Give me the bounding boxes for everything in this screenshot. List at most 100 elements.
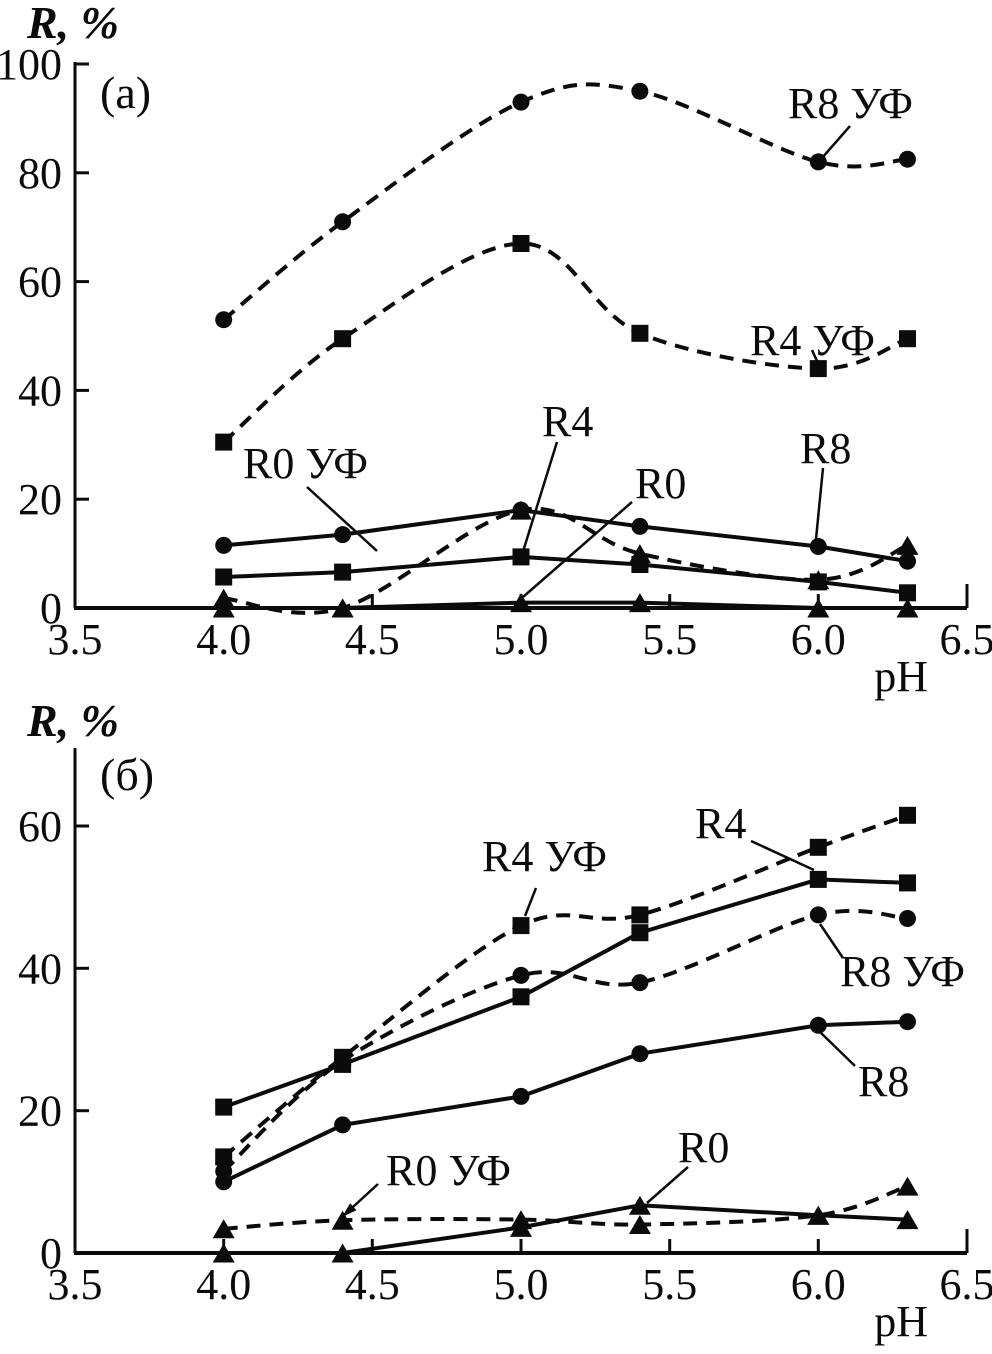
series-r8-uv-marker-circle	[215, 311, 233, 329]
y-tick-label: 80	[18, 149, 62, 198]
y-tick-label: 60	[18, 258, 62, 307]
series-r4-uv-marker-square	[809, 838, 827, 856]
series-r0-marker-triangle	[212, 1243, 235, 1263]
series-r0-marker-triangle	[896, 598, 919, 618]
series-r0-uv-marker-triangle	[212, 588, 235, 608]
leader-line-r0-uv	[306, 486, 378, 552]
series-r4-marker-square	[334, 563, 352, 581]
series-r0-marker-triangle	[331, 598, 354, 618]
series-r4-marker-square	[631, 556, 649, 573]
series-r0-marker-triangle	[510, 593, 532, 613]
series-r8-uv-marker-circle	[512, 966, 530, 984]
series-r4-uv-marker-square	[334, 330, 352, 348]
series-r8-marker-circle	[899, 1013, 916, 1031]
series-r0-marker-triangle	[628, 1195, 651, 1215]
x-axis-title: pH	[874, 652, 928, 701]
series-label-r4-uv: R4 УФ	[482, 832, 607, 881]
leader-line-r4-uv	[523, 887, 538, 917]
series-label-r0: R0	[635, 459, 686, 508]
series-r8-marker-circle	[899, 552, 916, 570]
series-r0-marker-triangle	[807, 1205, 830, 1225]
series-r8-marker-circle	[809, 538, 827, 555]
series-r0-marker-triangle	[212, 598, 235, 618]
series-r8-uv-marker-circle	[631, 82, 649, 100]
series-r4-uv-marker-square	[899, 806, 916, 824]
series-r0-marker-triangle	[331, 1243, 354, 1263]
series-r4-uv-marker-square	[215, 1148, 233, 1166]
leader-line-r8-uv	[821, 125, 851, 159]
series-line-r0	[223, 1203, 908, 1255]
series-line-r0	[223, 600, 908, 610]
series-label-r0: R0	[678, 1123, 729, 1172]
x-tick-label: 5.5	[642, 1260, 697, 1309]
series-r8-marker-circle	[809, 1016, 827, 1034]
x-tick-label: 4.0	[196, 1260, 251, 1309]
series-r0-uv-marker-triangle	[896, 1176, 919, 1196]
series-label-r8-uv: R8 УФ	[788, 79, 913, 128]
series-r8-marker-circle	[334, 526, 352, 544]
panel-letter-a: (a)	[100, 67, 151, 118]
series-label-r0-uv: R0 УФ	[243, 439, 368, 488]
y-tick-label: 20	[18, 475, 62, 524]
x-tick-label: 6.5	[940, 615, 992, 664]
series-r4-marker-square	[899, 874, 916, 892]
series-r8-marker-circle	[334, 1116, 352, 1134]
series-label-r8: R8	[800, 424, 851, 473]
x-tick-label: 4.0	[196, 615, 251, 664]
series-r0-marker-triangle	[896, 1210, 919, 1230]
series-r8-marker-circle	[512, 1087, 530, 1105]
x-tick-label: 5.5	[642, 615, 697, 664]
x-tick-label: 5.0	[494, 1260, 549, 1309]
series-line-r4	[223, 554, 908, 595]
y-tick-label: 60	[18, 802, 62, 851]
leader-line-r0	[646, 1166, 689, 1204]
series-label-r4-uv: R4 УФ	[750, 316, 875, 365]
series-r8-uv-marker-circle	[512, 93, 530, 111]
series-r8-uv-marker-circle	[899, 150, 916, 168]
series-r8-marker-circle	[631, 517, 649, 535]
series-r8-marker-circle	[215, 536, 233, 554]
series-r0-marker-triangle	[628, 593, 651, 613]
series-r0-marker-triangle	[510, 1217, 532, 1237]
panel-a: 3.5 4.0 4.5 5.0 5.5 6.0 6.5 0 20 40 60 80 100 R8 УФ R4…	[0, 0, 992, 701]
series-r4-uv-marker-square	[809, 360, 827, 378]
series-line-r0-uv	[223, 506, 909, 615]
x-tick-label: 5.0	[494, 615, 549, 664]
leader-arrowhead-icon	[342, 1203, 357, 1217]
panel-b: 3.5 4.0 4.5 5.0 5.5 6.0 6.5 0 20 40 60 R4 УФ R8 УФ R0…	[18, 695, 992, 1346]
y-tick-label: 0	[40, 1229, 62, 1278]
leader-line-r8	[814, 467, 825, 540]
series-r4-marker-square	[809, 573, 827, 591]
x-tick-label: 4.5	[345, 1260, 400, 1309]
y-tick-label: 100	[0, 40, 62, 89]
series-r4-marker-square	[215, 1098, 233, 1116]
leader-line-r0	[522, 501, 633, 598]
x-tick-label: 4.5	[345, 615, 400, 664]
series-r4-marker-square	[809, 870, 827, 888]
series-label-r8-uv: R8 УФ	[840, 947, 965, 996]
y-axis-title: R, %	[26, 0, 119, 48]
y-axis-title: R, %	[26, 695, 119, 746]
series-r4-marker-square	[899, 584, 916, 602]
series-r8-uv-marker-circle	[899, 910, 916, 927]
y-tick-label: 40	[18, 366, 62, 415]
x-tick-label: 6.5	[940, 1260, 992, 1309]
x-axis-title: pH	[874, 1297, 928, 1346]
series-r0-marker-triangle	[807, 598, 830, 618]
series-line-r8	[222, 1019, 908, 1184]
series-r4-uv-marker-square	[512, 235, 530, 252]
series-r4-uv-marker-square	[512, 917, 530, 935]
series-r4-marker-square	[631, 924, 649, 942]
x-tick-label: 6.0	[791, 615, 846, 664]
series-r4-marker-square	[215, 568, 233, 586]
leader-line-r8	[819, 1031, 856, 1067]
series-r0-uv-marker-triangle	[896, 535, 919, 555]
series-label-r4: R4	[542, 397, 593, 446]
series-label-r4: R4	[695, 799, 746, 848]
y-tick-label: 40	[18, 944, 62, 993]
x-tick-label: 3.5	[48, 615, 103, 664]
series-r4-uv-marker-square	[631, 324, 649, 342]
series-line-r8	[223, 508, 908, 564]
